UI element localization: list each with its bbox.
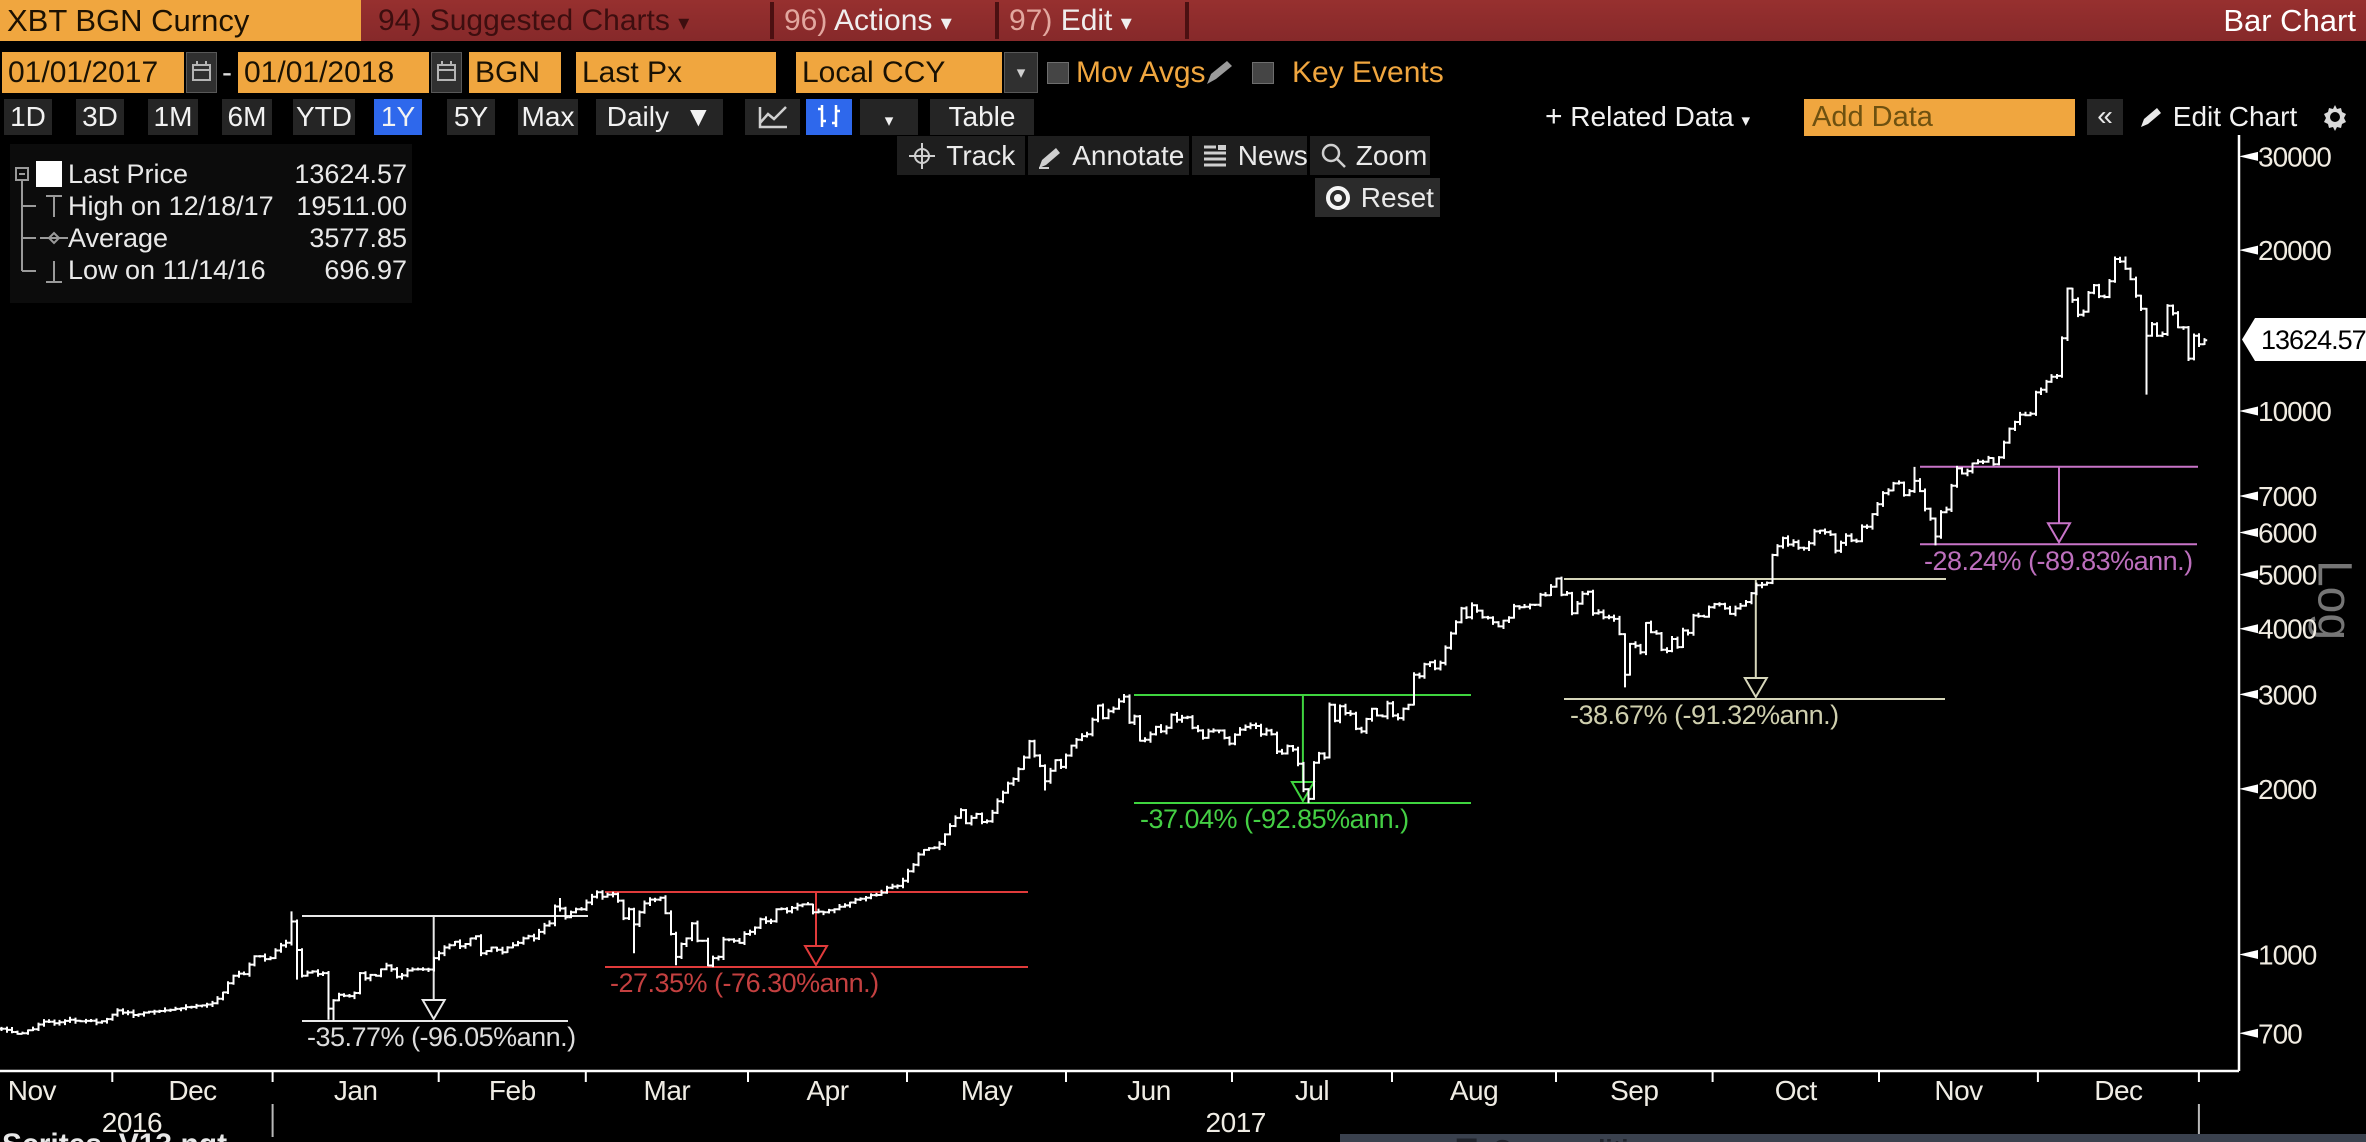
svg-text:10000: 10000 [2258,396,2331,427]
svg-text:2000: 2000 [2258,774,2317,805]
svg-text:6000: 6000 [2258,518,2317,549]
svg-text:Apr: Apr [806,1075,848,1106]
svg-text:Sep: Sep [1610,1075,1658,1106]
svg-text:Dec: Dec [168,1075,217,1106]
svg-text:-35.77% (-96.05%ann.): -35.77% (-96.05%ann.) [307,1022,576,1052]
svg-text:Jun: Jun [1127,1075,1171,1106]
svg-text:3000: 3000 [2258,679,2317,710]
svg-text:30000: 30000 [2258,141,2331,172]
svg-text:-38.67% (-91.32%ann.): -38.67% (-91.32%ann.) [1570,700,1839,730]
svg-text:Jul: Jul [1295,1075,1329,1106]
svg-text:7000: 7000 [2258,481,2317,512]
svg-text:Nov: Nov [1934,1075,1983,1106]
svg-text:Mar: Mar [644,1075,691,1106]
svg-text:Log: Log [2308,560,2361,640]
svg-text:-28.24% (-89.83%ann.): -28.24% (-89.83%ann.) [1924,546,2193,576]
svg-text:2016: 2016 [102,1107,162,1138]
svg-text:Nov: Nov [8,1075,57,1106]
svg-text:Aug: Aug [1450,1075,1498,1106]
svg-text:-27.35% (-76.30%ann.): -27.35% (-76.30%ann.) [610,968,879,998]
svg-text:20000: 20000 [2258,235,2331,266]
svg-text:5000: 5000 [2258,560,2317,591]
svg-text:13624.57: 13624.57 [2261,325,2366,355]
svg-text:700: 700 [2258,1018,2302,1049]
svg-text:2017: 2017 [1206,1107,1266,1138]
svg-text:4000: 4000 [2258,614,2317,645]
svg-text:May: May [961,1075,1013,1106]
svg-text:Oct: Oct [1775,1075,1818,1106]
svg-text:Dec: Dec [2094,1075,2143,1106]
svg-text:-37.04% (-92.85%ann.): -37.04% (-92.85%ann.) [1140,804,1409,834]
svg-text:Jan: Jan [334,1075,378,1106]
svg-text:1000: 1000 [2258,940,2317,971]
svg-text:Feb: Feb [489,1075,536,1106]
